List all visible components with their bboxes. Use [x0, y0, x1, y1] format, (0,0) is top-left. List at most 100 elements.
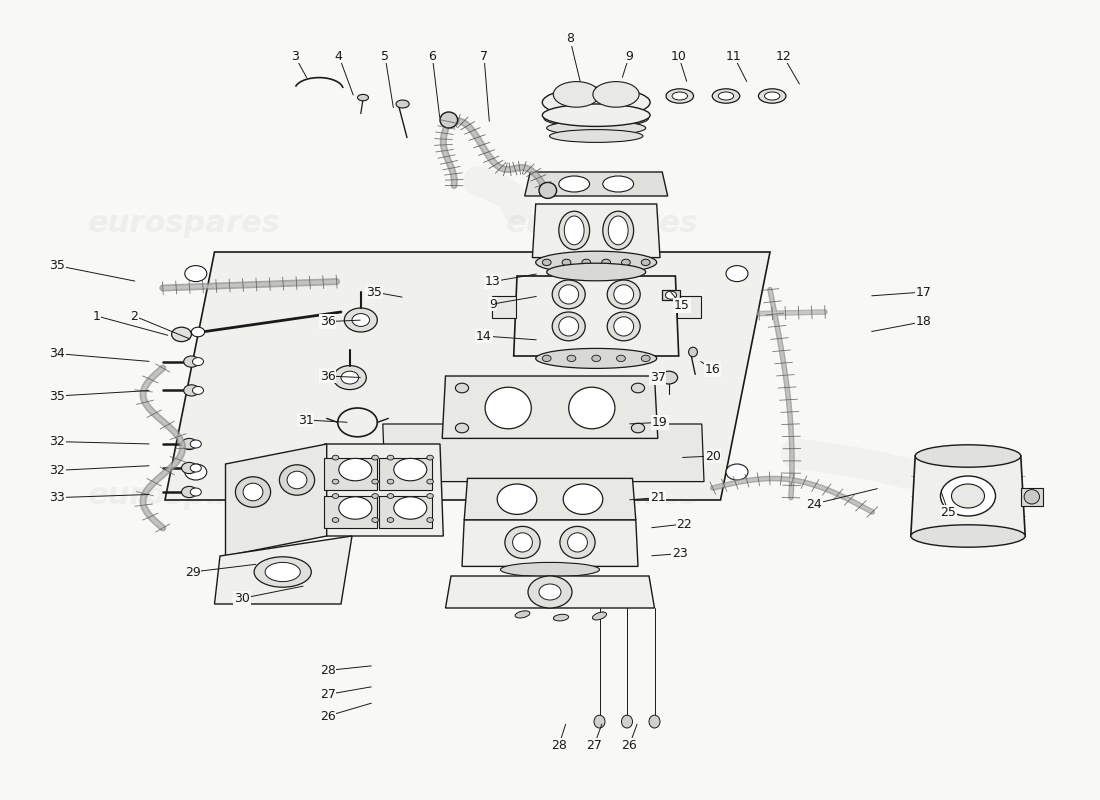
- Circle shape: [726, 266, 748, 282]
- Ellipse shape: [497, 484, 537, 514]
- Text: 32: 32: [50, 435, 65, 448]
- Ellipse shape: [603, 176, 634, 192]
- Ellipse shape: [536, 251, 657, 274]
- Circle shape: [427, 479, 433, 484]
- Polygon shape: [226, 444, 327, 556]
- Ellipse shape: [559, 285, 579, 304]
- Bar: [492, 296, 516, 318]
- Circle shape: [455, 383, 469, 393]
- Text: 20: 20: [705, 450, 720, 462]
- Ellipse shape: [559, 317, 579, 336]
- Ellipse shape: [569, 387, 615, 429]
- Text: 10: 10: [671, 50, 686, 62]
- Text: 35: 35: [50, 259, 65, 272]
- Text: 36: 36: [320, 370, 336, 382]
- Circle shape: [172, 327, 191, 342]
- Bar: [324, 458, 377, 490]
- Ellipse shape: [548, 428, 609, 476]
- Text: 29: 29: [185, 566, 200, 578]
- Polygon shape: [525, 172, 668, 196]
- Bar: [676, 296, 701, 318]
- Ellipse shape: [621, 715, 632, 728]
- Text: 33: 33: [50, 491, 65, 504]
- Text: 28: 28: [551, 739, 566, 752]
- Polygon shape: [165, 252, 770, 500]
- Circle shape: [192, 386, 204, 394]
- Ellipse shape: [915, 445, 1021, 467]
- Ellipse shape: [254, 557, 311, 587]
- Polygon shape: [214, 536, 352, 604]
- Circle shape: [332, 494, 339, 498]
- Text: 23: 23: [672, 547, 688, 560]
- Circle shape: [332, 479, 339, 484]
- Ellipse shape: [505, 526, 540, 558]
- Circle shape: [372, 494, 378, 498]
- Ellipse shape: [623, 428, 683, 476]
- Text: 3: 3: [290, 50, 299, 62]
- Ellipse shape: [279, 465, 315, 495]
- Text: 22: 22: [676, 518, 692, 530]
- Circle shape: [427, 455, 433, 460]
- Ellipse shape: [552, 280, 585, 309]
- Text: 26: 26: [621, 739, 637, 752]
- Circle shape: [726, 464, 748, 480]
- Ellipse shape: [547, 263, 646, 281]
- Circle shape: [184, 356, 199, 367]
- Ellipse shape: [358, 94, 368, 101]
- Ellipse shape: [539, 182, 557, 198]
- Ellipse shape: [758, 89, 785, 103]
- Circle shape: [191, 327, 205, 337]
- Circle shape: [542, 355, 551, 362]
- Circle shape: [387, 479, 394, 484]
- Circle shape: [592, 355, 601, 362]
- Ellipse shape: [559, 176, 590, 192]
- Circle shape: [621, 259, 630, 266]
- Circle shape: [182, 438, 197, 450]
- Circle shape: [344, 308, 377, 332]
- Ellipse shape: [552, 312, 585, 341]
- Bar: [1021, 488, 1043, 506]
- Circle shape: [190, 464, 201, 472]
- Text: 27: 27: [320, 688, 336, 701]
- Text: 15: 15: [674, 299, 690, 312]
- Circle shape: [582, 259, 591, 266]
- Polygon shape: [911, 456, 1025, 536]
- Text: 4: 4: [334, 50, 343, 62]
- Text: eurospares: eurospares: [88, 210, 280, 238]
- Text: eurospares: eurospares: [506, 210, 698, 238]
- Ellipse shape: [500, 562, 600, 577]
- Text: 7: 7: [480, 50, 488, 62]
- Bar: [324, 496, 377, 528]
- Text: 24: 24: [806, 498, 822, 510]
- Text: 37: 37: [650, 371, 666, 384]
- Circle shape: [185, 464, 207, 480]
- Text: 30: 30: [234, 592, 250, 605]
- Circle shape: [332, 455, 339, 460]
- Polygon shape: [662, 290, 680, 300]
- Text: 27: 27: [586, 739, 602, 752]
- Ellipse shape: [339, 458, 372, 481]
- Circle shape: [372, 455, 378, 460]
- Ellipse shape: [553, 82, 600, 107]
- Ellipse shape: [394, 458, 427, 481]
- Circle shape: [666, 291, 676, 299]
- Ellipse shape: [553, 614, 569, 621]
- Polygon shape: [532, 204, 660, 258]
- Circle shape: [182, 486, 197, 498]
- Ellipse shape: [764, 92, 780, 100]
- Text: 12: 12: [776, 50, 791, 62]
- Text: 31: 31: [298, 414, 314, 426]
- Text: 2: 2: [130, 310, 139, 322]
- Circle shape: [660, 371, 678, 384]
- Text: 6: 6: [428, 50, 437, 62]
- Ellipse shape: [243, 483, 263, 501]
- Ellipse shape: [564, 216, 584, 245]
- Circle shape: [185, 266, 207, 282]
- Circle shape: [602, 259, 610, 266]
- Bar: [379, 496, 432, 528]
- Polygon shape: [446, 576, 654, 608]
- Ellipse shape: [396, 100, 409, 108]
- Ellipse shape: [473, 428, 534, 476]
- Circle shape: [427, 518, 433, 522]
- Ellipse shape: [568, 533, 587, 552]
